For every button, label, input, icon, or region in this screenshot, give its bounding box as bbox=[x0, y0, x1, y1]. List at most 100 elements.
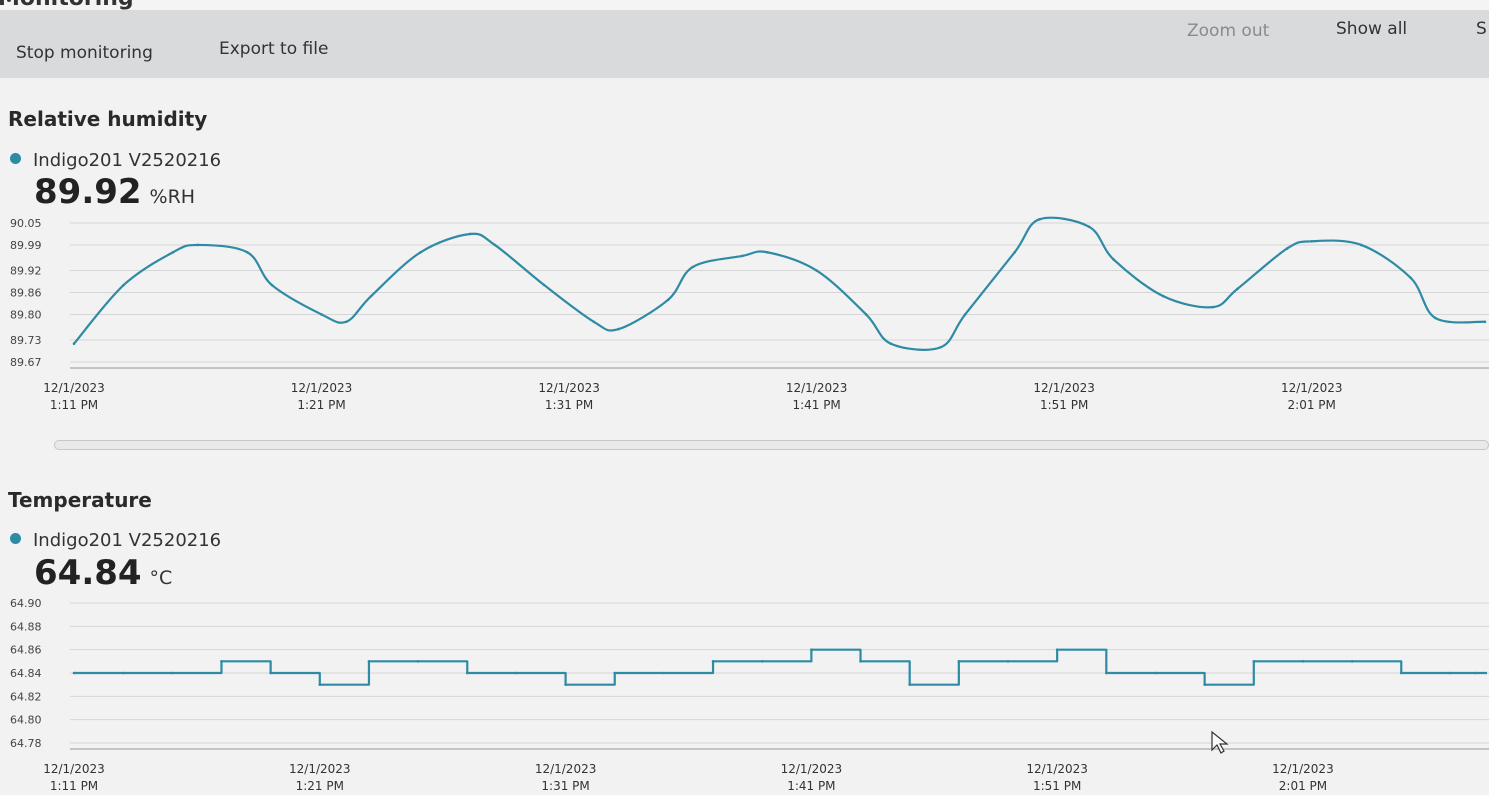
humidity-data-point bbox=[666, 298, 670, 302]
humidity-data-point bbox=[320, 313, 323, 316]
humidity-unit: %RH bbox=[149, 186, 196, 208]
humidity-data-point bbox=[468, 232, 472, 236]
temperature-data-point bbox=[1252, 660, 1256, 663]
temperature-chart[interactable]: 64.9064.8864.8664.8464.8264.8064.7812/1/… bbox=[0, 580, 1489, 795]
humidity-data-point bbox=[1434, 316, 1437, 320]
humidity-data-point bbox=[1087, 225, 1091, 228]
series-color-dot bbox=[10, 533, 21, 544]
temperature-y-tick-label: 64.84 bbox=[10, 667, 42, 680]
humidity-x-tick-label: 12/1/2023 1:11 PM bbox=[43, 381, 105, 412]
temperature-data-point bbox=[1203, 683, 1206, 686]
humidity-data-point bbox=[245, 250, 249, 254]
humidity-y-tick-label: 89.86 bbox=[10, 287, 42, 300]
series-color-dot bbox=[10, 153, 21, 164]
temperature-data-point bbox=[662, 671, 666, 675]
temperature-data-point bbox=[269, 671, 272, 675]
temperature-y-tick-label: 64.78 bbox=[10, 737, 42, 750]
humidity-data-point bbox=[765, 250, 769, 254]
humidity-data-point bbox=[1112, 258, 1115, 261]
humidity-data-point bbox=[493, 243, 497, 247]
temperature-data-point bbox=[613, 671, 617, 675]
humidity-current-reading: 89.92 %RH bbox=[34, 172, 195, 212]
temperature-data-point bbox=[564, 683, 567, 686]
temperature-x-tick-label: 12/1/2023 1:21 PM bbox=[289, 762, 351, 793]
temperature-data-point bbox=[367, 660, 371, 663]
humidity-data-point bbox=[1211, 305, 1215, 309]
humidity-data-point bbox=[369, 294, 373, 298]
temperature-data-point bbox=[72, 671, 76, 675]
temperature-y-tick-label: 64.82 bbox=[10, 690, 42, 703]
temperature-x-tick-label: 12/1/2023 1:51 PM bbox=[1026, 762, 1088, 793]
humidity-chart-scrollbar[interactable] bbox=[54, 440, 1489, 450]
temperature-y-tick-label: 64.88 bbox=[10, 620, 42, 633]
humidity-series-line bbox=[73, 216, 1486, 351]
humidity-y-tick-label: 90.05 bbox=[10, 217, 42, 230]
temperature-x-tick-label: 12/1/2023 2:01 PM bbox=[1272, 762, 1334, 793]
humidity-data-point bbox=[344, 320, 348, 324]
export-to-file-button[interactable]: Export to file bbox=[219, 39, 329, 59]
temperature-data-point bbox=[1301, 660, 1305, 663]
humidity-legend[interactable]: Indigo201 V2520216 bbox=[10, 150, 221, 171]
temperature-y-tick-label: 64.80 bbox=[10, 714, 42, 727]
humidity-section-title: Relative humidity bbox=[8, 107, 208, 131]
humidity-data-point bbox=[543, 283, 546, 287]
humidity-data-point bbox=[864, 313, 868, 316]
show-all-button[interactable]: Show all bbox=[1336, 19, 1408, 39]
humidity-data-point bbox=[122, 283, 125, 287]
temperature-data-point bbox=[1154, 671, 1157, 675]
humidity-data-point bbox=[592, 320, 596, 324]
temperature-current-value: 64.84 bbox=[34, 553, 142, 593]
temperature-data-point bbox=[711, 660, 715, 663]
temperature-unit: °C bbox=[149, 567, 173, 589]
temperature-data-point bbox=[908, 683, 911, 686]
window-title: Monitoring bbox=[0, 0, 134, 11]
cut-off-toolbar-button[interactable]: S bbox=[1476, 19, 1487, 39]
temperature-series-line bbox=[74, 648, 1487, 686]
stop-monitoring-button[interactable]: Stop monitoring bbox=[16, 43, 153, 63]
temperature-data-point bbox=[1449, 671, 1452, 675]
temperature-data-point bbox=[515, 671, 518, 675]
toolbar: Stop monitoring Export to file Zoom out … bbox=[0, 10, 1489, 78]
humidity-data-point bbox=[1310, 239, 1314, 243]
temperature-data-point bbox=[1350, 660, 1354, 663]
temperature-data-point bbox=[1055, 648, 1059, 651]
humidity-data-point bbox=[1038, 218, 1041, 221]
temperature-data-point bbox=[957, 660, 961, 663]
temperature-x-tick-label: 12/1/2023 1:11 PM bbox=[43, 762, 105, 793]
humidity-data-point bbox=[1359, 243, 1363, 247]
humidity-y-tick-label: 89.99 bbox=[10, 239, 42, 252]
humidity-data-point bbox=[963, 313, 967, 316]
temperature-y-tick-label: 64.90 bbox=[10, 597, 42, 610]
humidity-data-point bbox=[1409, 276, 1413, 280]
humidity-data-point bbox=[889, 342, 893, 346]
temperature-data-point bbox=[760, 660, 764, 663]
humidity-data-point bbox=[419, 250, 422, 254]
humidity-data-point bbox=[1285, 247, 1289, 250]
humidity-data-point bbox=[196, 243, 200, 247]
temperature-data-point bbox=[416, 660, 420, 663]
humidity-y-tick-label: 89.67 bbox=[10, 356, 42, 369]
humidity-data-point bbox=[270, 283, 274, 287]
humidity-y-tick-label: 89.73 bbox=[10, 334, 42, 347]
humidity-data-point bbox=[1161, 294, 1165, 298]
humidity-y-tick-label: 89.80 bbox=[10, 308, 42, 321]
window-title-strip: Monitoring bbox=[0, 0, 1489, 12]
temperature-data-point bbox=[859, 660, 862, 663]
humidity-x-tick-label: 12/1/2023 2:01 PM bbox=[1281, 381, 1343, 412]
temperature-data-point bbox=[220, 660, 223, 663]
temperature-data-point bbox=[1105, 671, 1108, 675]
temperature-x-tick-label: 12/1/2023 1:41 PM bbox=[781, 762, 843, 793]
temperature-legend[interactable]: Indigo201 V2520216 bbox=[10, 530, 221, 551]
humidity-x-tick-label: 12/1/2023 1:31 PM bbox=[538, 381, 600, 412]
humidity-data-point bbox=[815, 269, 818, 272]
humidity-data-point bbox=[1013, 250, 1016, 254]
humidity-x-tick-label: 12/1/2023 1:21 PM bbox=[291, 381, 353, 412]
humidity-data-point bbox=[617, 327, 620, 331]
temperature-y-tick-label: 64.86 bbox=[10, 644, 42, 657]
temperature-x-tick-label: 12/1/2023 1:31 PM bbox=[535, 762, 597, 793]
zoom-out-button[interactable]: Zoom out bbox=[1187, 21, 1270, 41]
temperature-data-point bbox=[1006, 660, 1010, 663]
humidity-chart[interactable]: 90.0589.9989.9289.8689.8089.7389.6712/1/… bbox=[0, 200, 1489, 430]
humidity-current-value: 89.92 bbox=[34, 172, 142, 212]
temperature-series-name: Indigo201 V2520216 bbox=[33, 530, 222, 551]
